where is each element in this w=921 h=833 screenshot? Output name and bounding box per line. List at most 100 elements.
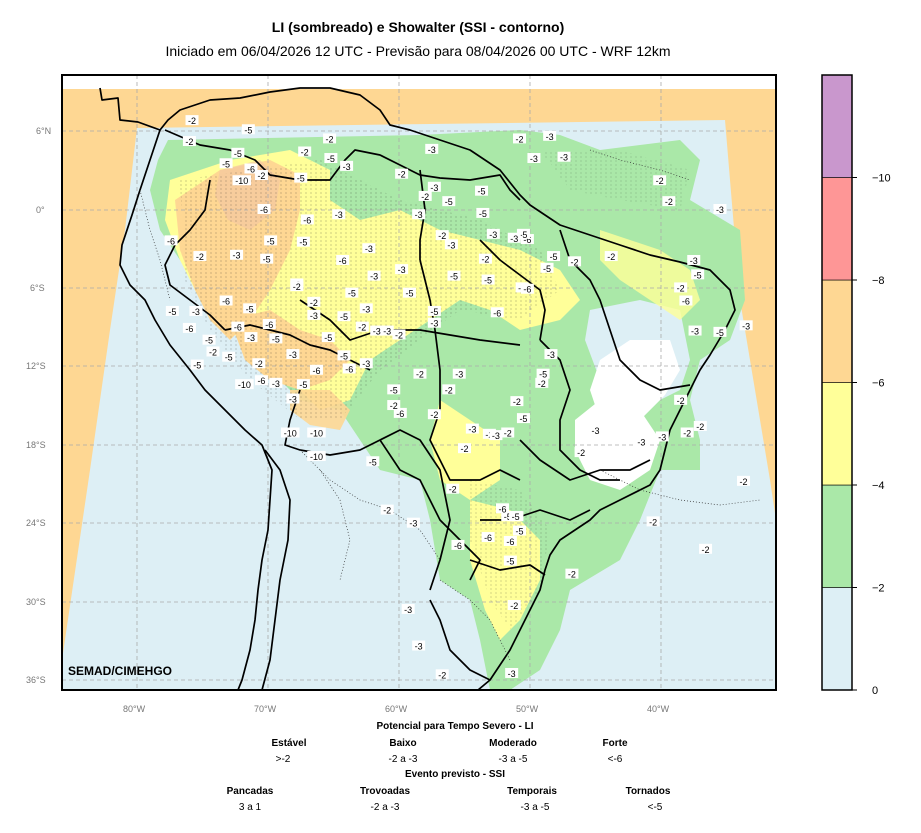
contour-label: -2 xyxy=(449,485,457,495)
contour-label: -5 xyxy=(519,230,527,240)
contour-label-bg xyxy=(513,525,527,536)
contour-label: -2 xyxy=(358,323,366,333)
contour-label: -6 xyxy=(234,323,242,333)
contour-label-bg xyxy=(392,329,406,340)
contour-label: -6 xyxy=(339,256,347,266)
contour-label-bg xyxy=(367,270,381,281)
contour-label-bg xyxy=(165,305,179,316)
contour-label-bg xyxy=(296,236,310,247)
contour-label: -5 xyxy=(694,270,702,280)
lon-tick-80w: 80°W xyxy=(123,704,146,714)
contour-label-bg xyxy=(281,427,300,438)
contour-label: -5 xyxy=(244,125,252,135)
contour-label: -6 xyxy=(260,205,268,215)
contour-label-bg xyxy=(520,234,534,245)
contour-label-bg xyxy=(662,196,676,207)
contour-label: -10 xyxy=(238,380,251,390)
contour-label: -2 xyxy=(255,359,263,369)
lat-tick-36s: 36°S xyxy=(26,675,46,685)
contour-label: -3 xyxy=(430,319,438,329)
contour-label: -2 xyxy=(416,370,424,380)
contour-label-bg xyxy=(458,443,471,454)
contour-label: -3 xyxy=(716,205,724,215)
contour-label-bg xyxy=(655,431,669,442)
contour-label-bg xyxy=(340,160,354,171)
contour-label-bg xyxy=(465,423,479,434)
contour-label-bg xyxy=(380,325,394,336)
contour-label: -3 xyxy=(415,642,423,652)
contour-label-bg xyxy=(219,158,233,169)
li-legend-heading: Potencial para Tempo Severo - LI xyxy=(376,721,534,732)
ssi-val-trovoadas: -2 a -3 xyxy=(370,802,400,813)
contour-label: -5 xyxy=(299,238,307,248)
contour-label-bg xyxy=(604,251,618,262)
contour-label: -2 xyxy=(696,422,704,432)
contour-label-bg xyxy=(231,321,245,332)
contour-label: -2 xyxy=(326,134,334,144)
colorbar-segment xyxy=(821,279,853,383)
contour-label-bg xyxy=(442,384,456,395)
contour-label: -3 xyxy=(489,230,497,240)
border-sp-pr xyxy=(480,509,591,521)
ssi-val-tornados: <-5 xyxy=(647,802,663,813)
contour-label-bg xyxy=(402,287,416,298)
contour-label-bg xyxy=(427,317,441,328)
contour-label: -2 xyxy=(740,477,748,487)
contour-label-bg xyxy=(294,172,308,183)
contour-label: -5 xyxy=(479,209,487,219)
contour-label-bg xyxy=(189,305,203,316)
contour-label: -5 xyxy=(246,304,254,314)
contour-label: -3 xyxy=(546,132,554,142)
ssi-dotted-contours xyxy=(139,149,761,661)
border-sc-rs xyxy=(469,559,546,576)
contour-label-bg xyxy=(490,307,504,318)
colorbar-tick-label: 0 xyxy=(872,685,878,697)
contour-label: -3 xyxy=(508,669,516,679)
contour-label: -2 xyxy=(571,257,579,267)
ssi-legend-heading: Evento previsto - SSI xyxy=(404,769,506,780)
contour-label: -2 xyxy=(445,385,453,395)
contour-label-bg xyxy=(235,379,254,390)
contour-label-bg xyxy=(687,254,701,265)
ssi-cat-trovoadas: Trovoadas xyxy=(359,786,411,797)
contour-label: -2 xyxy=(196,252,204,262)
colorbar-tick-label: −8 xyxy=(872,275,885,287)
ssi-dotted-region-3 xyxy=(540,150,690,210)
contour-label: -5 xyxy=(716,328,724,338)
contour-label-bg xyxy=(680,427,694,438)
lat-tick-6n: 6°N xyxy=(36,126,51,136)
contour-label: -2 xyxy=(649,517,657,527)
contour-label-bg xyxy=(401,603,415,614)
border-amazon-west xyxy=(164,179,226,331)
contour-label: -5 xyxy=(193,361,201,371)
contour-label: -2 xyxy=(257,171,265,181)
contour-label-bg xyxy=(535,377,549,388)
lon-tick-40w: 40°W xyxy=(647,704,670,714)
contour-label-bg xyxy=(691,269,705,280)
map-plot-area: -2-5-2-5-5-6-10-2-2-5-3-2-5-6-6-3-6-2-5-… xyxy=(62,75,776,690)
contour-label: -2 xyxy=(398,170,406,180)
contour-label-bg xyxy=(298,146,312,157)
contour-label-bg xyxy=(547,251,561,262)
contour-label-bg xyxy=(262,319,276,330)
contour-label-bg xyxy=(653,175,667,186)
contour-label: -2 xyxy=(607,252,615,262)
contour-label: -6 xyxy=(345,364,353,374)
contour-label-bg xyxy=(481,532,495,543)
contour-label-bg xyxy=(557,151,571,162)
contour-label-bg xyxy=(674,282,688,293)
contour-label: -2 xyxy=(481,255,489,265)
contour-label: -6 xyxy=(484,533,492,543)
contour-label-bg xyxy=(337,311,351,322)
contour-label-bg xyxy=(254,170,268,181)
contour-label: -3 xyxy=(362,359,370,369)
contour-label-bg xyxy=(568,256,582,267)
contour-label-bg xyxy=(646,516,660,527)
contour-label: -2 xyxy=(209,347,217,357)
ssi-val-temporais: -3 a -5 xyxy=(520,802,550,813)
contour-label: -2 xyxy=(702,545,710,555)
contour-label: -5 xyxy=(369,457,377,467)
contour-label: -3 xyxy=(343,162,351,172)
contour-label-bg xyxy=(286,349,300,360)
contour-label-bg xyxy=(634,436,648,447)
